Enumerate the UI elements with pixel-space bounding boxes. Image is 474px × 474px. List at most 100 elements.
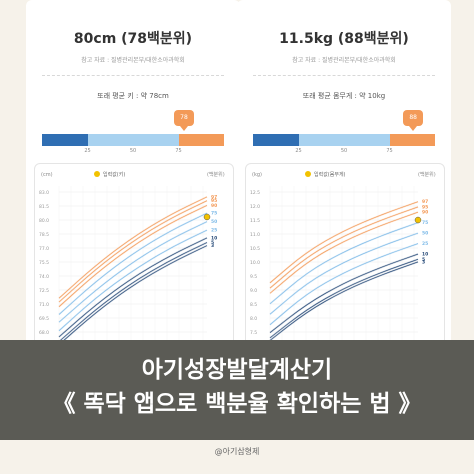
height-headline: 80cm (78백분위) bbox=[73, 31, 193, 47]
child-value-marker bbox=[203, 213, 211, 221]
bar-segment-low bbox=[42, 134, 88, 146]
series-label-25: 25 bbox=[211, 228, 217, 234]
series-label-5: 5 bbox=[422, 257, 425, 263]
height-growth-chart: 입력값(키) (cm) (백분위) 83.0 81.5 80.0 78.5 77.0 75.5 7… bbox=[34, 163, 234, 345]
y-tick-label: 12.5 bbox=[250, 190, 260, 196]
percentile-pin: 88 bbox=[403, 110, 424, 131]
series-label-25: 25 bbox=[422, 241, 428, 247]
percentile-curve-90-core bbox=[269, 211, 419, 294]
bar-ticks: 25 50 75 bbox=[42, 148, 224, 156]
percentile-axis-label: (백분위) bbox=[207, 171, 225, 178]
percentile-curve-75-core bbox=[58, 212, 208, 315]
series-label-50: 50 bbox=[211, 219, 217, 225]
bar-segment-mid bbox=[298, 134, 390, 146]
percentile-pin: 78 bbox=[173, 110, 194, 131]
y-tick-label: 71.0 bbox=[39, 302, 49, 308]
weight-growth-chart: 입력값(몸무게) (kg) (백분위) 12.5 12.0 11.5 11.0 10.5 10.… bbox=[245, 163, 445, 345]
tick-50: 50 bbox=[340, 148, 348, 154]
percentile-curve-3-core bbox=[269, 261, 419, 341]
legend-label: 입력값(몸무게) bbox=[314, 171, 346, 178]
y-tick-label: 10.5 bbox=[250, 246, 260, 252]
series-label-3: 3 bbox=[422, 259, 425, 265]
bar-ticks: 25 50 75 bbox=[253, 148, 435, 156]
percentile-curve-95-core bbox=[58, 200, 208, 303]
y-tick-label: 80.0 bbox=[39, 218, 49, 224]
percentile-curve-10-core bbox=[58, 237, 208, 338]
percentile-curve-5-core bbox=[58, 242, 208, 342]
percentile-curve-97-core bbox=[269, 201, 419, 284]
y-tick-label: 75.5 bbox=[39, 260, 49, 266]
series-label-75: 75 bbox=[211, 211, 217, 217]
percentile-curve-5 bbox=[269, 258, 419, 339]
author-credit: @아기삼형제 bbox=[214, 447, 260, 456]
tick-50: 50 bbox=[129, 148, 137, 154]
series-label-90: 90 bbox=[211, 203, 217, 209]
percentile-axis-label: (백분위) bbox=[418, 171, 436, 178]
tick-75: 75 bbox=[175, 148, 182, 154]
y-tick-label: 78.5 bbox=[39, 232, 49, 238]
tick-25: 25 bbox=[84, 148, 91, 154]
percentile-curve-25-core bbox=[58, 229, 208, 331]
series-label-95: 95 bbox=[422, 204, 428, 210]
banner-title: 아기성장발달계산기 bbox=[141, 357, 333, 383]
percentile-curve-95-core bbox=[269, 206, 419, 289]
series-label-10: 10 bbox=[211, 235, 217, 241]
percentile-curve-50 bbox=[58, 220, 208, 323]
y-tick-label: 10.0 bbox=[250, 260, 260, 266]
y-tick-label: 9.0 bbox=[250, 288, 257, 294]
y-tick-label: 83.0 bbox=[39, 190, 49, 196]
percentile-curve-50-core bbox=[58, 221, 208, 323]
divider bbox=[253, 75, 435, 76]
weight-result-card: 11.5kg (88백분위) 참고 자료 : 질병관리본부/대한소아과학회 또래… bbox=[237, 0, 451, 345]
bar-segment-high bbox=[178, 134, 224, 146]
percentile-curve-90-core bbox=[58, 205, 208, 307]
average-weight: 또래 평균 몸무게 : 약 10kg bbox=[302, 92, 386, 100]
legend-label: 입력값(키) bbox=[103, 171, 125, 178]
legend-marker bbox=[94, 171, 100, 177]
tick-25: 25 bbox=[295, 148, 302, 154]
y-tick-label: 7.5 bbox=[250, 330, 257, 336]
y-tick-label: 11.0 bbox=[250, 232, 260, 238]
bar-segment-mid bbox=[87, 134, 179, 146]
y-tick-label: 8.0 bbox=[250, 316, 257, 322]
series-label-3: 3 bbox=[211, 243, 214, 249]
series-label-95: 95 bbox=[211, 198, 217, 204]
growth-chart-svg: 입력값(몸무게) (kg) (백분위) 12.5 12.0 11.5 11.0 10.5 10.… bbox=[250, 171, 436, 345]
percentile-bar bbox=[42, 134, 224, 146]
percentile-curve-25 bbox=[58, 229, 208, 332]
y-tick-label: 81.5 bbox=[39, 204, 49, 210]
series-label-50: 50 bbox=[422, 231, 428, 237]
weight-headline: 11.5kg (88백분위) bbox=[279, 31, 409, 47]
percentile-curve-25-core bbox=[269, 243, 419, 325]
reference-note: 참고 자료 : 질병관리본부/대한소아과학회 bbox=[292, 57, 396, 64]
height-result-card: 80cm (78백분위) 참고 자료 : 질병관리본부/대한소아과학회 또래 평… bbox=[26, 0, 240, 345]
tick-75: 75 bbox=[386, 148, 393, 154]
percentile-curve-3-core bbox=[58, 245, 208, 345]
y-axis-unit: (cm) bbox=[41, 172, 53, 178]
series-label-97: 97 bbox=[211, 194, 217, 200]
series-label-90: 90 bbox=[422, 210, 428, 216]
y-tick-label: 12.0 bbox=[250, 204, 260, 210]
percentile-curve-5 bbox=[58, 241, 208, 343]
y-tick-label: 72.5 bbox=[39, 288, 49, 294]
percentile-bar bbox=[253, 134, 435, 146]
divider bbox=[42, 75, 224, 76]
title-banner bbox=[0, 340, 474, 440]
bar-segment-low bbox=[253, 134, 299, 146]
growth-chart-svg: 입력값(키) (cm) (백분위) 83.0 81.5 80.0 78.5 77.0 75.5 7… bbox=[39, 171, 225, 345]
banner-subtitle: 《 똑닥 앱으로 백분율 확인하는 법 》 bbox=[52, 391, 422, 417]
child-value-marker bbox=[414, 216, 422, 224]
y-axis-unit: (kg) bbox=[252, 172, 262, 178]
percentile-curve-75 bbox=[58, 212, 208, 316]
average-height: 또래 평균 키 : 약 78cm bbox=[97, 92, 169, 100]
y-tick-label: 69.5 bbox=[39, 316, 49, 322]
series-label-10: 10 bbox=[422, 252, 428, 258]
reference-note: 참고 자료 : 질병관리본부/대한소아과학회 bbox=[81, 57, 185, 64]
percentile-curve-10-core bbox=[269, 253, 419, 333]
y-tick-label: 8.5 bbox=[250, 302, 257, 308]
y-tick-label: 9.5 bbox=[250, 274, 257, 280]
y-tick-label: 68.0 bbox=[39, 330, 49, 336]
percentile-curve-97-core bbox=[58, 196, 208, 299]
percentile-curve-75-core bbox=[269, 222, 419, 305]
series-label-75: 75 bbox=[422, 220, 428, 226]
